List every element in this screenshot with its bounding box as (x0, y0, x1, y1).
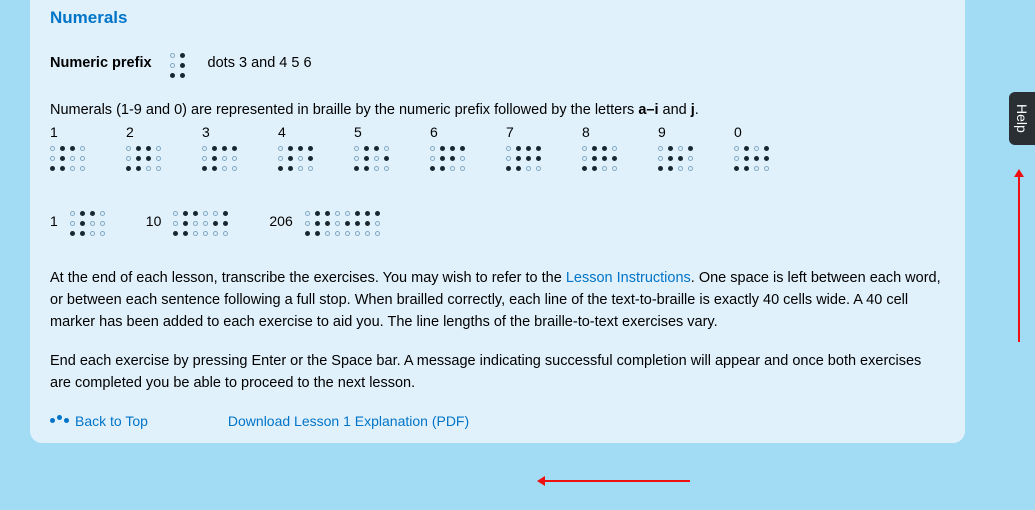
numeral-label: 7 (506, 124, 582, 140)
numeral-braille (354, 146, 430, 173)
example-braille (70, 203, 110, 238)
example-label: 206 (269, 213, 292, 229)
numeral-braille (582, 146, 658, 173)
example-group: 1 (50, 203, 110, 238)
lesson-instructions-link[interactable]: Lesson Instructions (566, 270, 691, 286)
footer-links: Back to Top Download Lesson 1 Explanatio… (50, 413, 945, 429)
intro-after: . (695, 102, 699, 118)
numeral-label: 6 (430, 124, 506, 140)
help-tab[interactable]: Help (1009, 92, 1035, 145)
example-label: 10 (146, 213, 162, 229)
intro-text: Numerals (1-9 and 0) are represented in … (50, 102, 638, 118)
prefix-braille-cell (170, 46, 190, 80)
example-braille (173, 203, 233, 238)
section-title: Numerals (50, 8, 945, 28)
numeral-braille (658, 146, 734, 173)
numeral-label: 2 (126, 124, 202, 140)
back-to-top-link[interactable]: Back to Top (50, 413, 148, 429)
numeral-label: 1 (50, 124, 126, 140)
prefix-label: Numeric prefix (50, 55, 152, 71)
numeral-braille (506, 146, 582, 173)
numeral-braille (734, 146, 810, 173)
example-braille (305, 203, 385, 238)
intro-mid: and (659, 102, 691, 118)
annotation-arrow-help (1018, 172, 1020, 342)
numeral-label: 5 (354, 124, 430, 140)
example-label: 1 (50, 213, 58, 229)
intro-line: Numerals (1-9 and 0) are represented in … (50, 102, 945, 118)
paragraph-1: At the end of each lesson, transcribe th… (50, 268, 945, 333)
numeral-labels-row: 1234567890 (50, 124, 945, 140)
download-pdf-link[interactable]: Download Lesson 1 Explanation (PDF) (228, 413, 469, 429)
numeral-braille (430, 146, 506, 173)
lesson-panel: Numerals Numeric prefix dots 3 and 4 5 6… (30, 0, 965, 443)
numeric-prefix-line: Numeric prefix dots 3 and 4 5 6 (50, 46, 945, 80)
prefix-description: dots 3 and 4 5 6 (208, 55, 312, 71)
intro-bold-range: a–i (638, 102, 658, 118)
numeral-label: 4 (278, 124, 354, 140)
braille-icon (50, 418, 69, 423)
example-group: 10 (146, 203, 234, 238)
annotation-arrow-download (540, 480, 690, 482)
para1-before: At the end of each lesson, transcribe th… (50, 270, 566, 286)
paragraph-2: End each exercise by pressing Enter or t… (50, 351, 945, 395)
numeral-braille (202, 146, 278, 173)
example-group: 206 (269, 203, 384, 238)
examples-row: 1 10 206 (50, 203, 945, 238)
numeral-label: 9 (658, 124, 734, 140)
numeral-braille-row (50, 146, 945, 173)
numeral-label: 0 (734, 124, 810, 140)
numeral-braille (126, 146, 202, 173)
back-to-top-label: Back to Top (75, 413, 148, 429)
numeral-label: 3 (202, 124, 278, 140)
numeral-braille (278, 146, 354, 173)
numeral-label: 8 (582, 124, 658, 140)
numeral-braille (50, 146, 126, 173)
